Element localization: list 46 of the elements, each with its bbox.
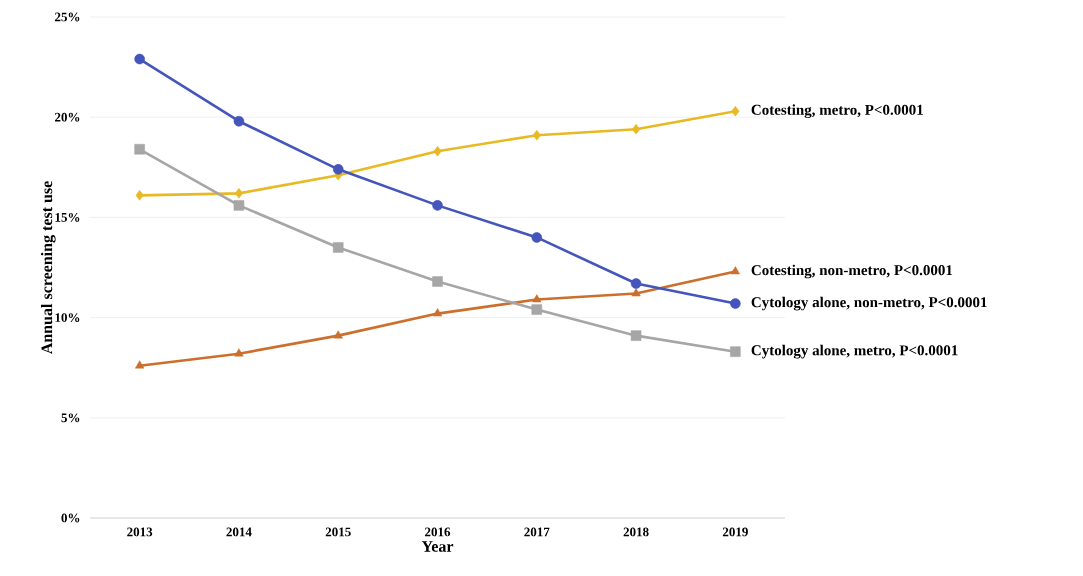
x-tick-label: 2018 bbox=[623, 527, 649, 537]
y-tick-label: 20% bbox=[55, 112, 80, 122]
y-tick-label: 10% bbox=[55, 313, 80, 323]
x-tick-label: 2015 bbox=[325, 527, 351, 537]
x-tick-label: 2019 bbox=[722, 527, 748, 537]
x-tick-label: 2013 bbox=[127, 527, 153, 537]
point bbox=[234, 188, 243, 199]
point bbox=[135, 360, 145, 369]
x-tick-label: 2014 bbox=[226, 527, 252, 537]
point bbox=[631, 288, 641, 297]
point bbox=[630, 278, 642, 289]
point bbox=[632, 123, 641, 135]
series-label: Cytology alone, non-metro, P<0.0001 bbox=[751, 296, 987, 311]
point bbox=[432, 276, 443, 287]
series-label: Cotesting, non-metro, P<0.0001 bbox=[751, 264, 953, 279]
point bbox=[630, 330, 642, 341]
point bbox=[730, 298, 741, 309]
y-tick-label: 25% bbox=[55, 12, 80, 22]
series-label: Cytology alone, metro, P<0.0001 bbox=[751, 344, 958, 359]
x-tick-label: 2016 bbox=[425, 527, 451, 537]
y-tick-label: 0% bbox=[61, 513, 80, 523]
point bbox=[432, 308, 443, 317]
point bbox=[135, 190, 144, 201]
point bbox=[432, 200, 443, 211]
y-tick-label: 5% bbox=[61, 413, 80, 423]
point bbox=[332, 242, 344, 253]
point bbox=[233, 200, 245, 211]
point bbox=[233, 115, 245, 127]
point bbox=[134, 53, 145, 65]
y-axis-title: Annual screening test use bbox=[40, 181, 56, 355]
series-label: Cotesting, metro, P<0.0001 bbox=[751, 104, 923, 119]
point bbox=[730, 266, 740, 275]
x-tick-label: 2017 bbox=[524, 527, 550, 537]
x-axis-title: Year bbox=[421, 541, 454, 552]
point bbox=[332, 164, 344, 175]
point bbox=[532, 129, 541, 141]
y-tick-label: 15% bbox=[55, 212, 80, 222]
point bbox=[433, 146, 442, 157]
point bbox=[531, 232, 543, 243]
point bbox=[333, 330, 343, 339]
point bbox=[730, 346, 741, 357]
point bbox=[234, 348, 244, 357]
point bbox=[134, 144, 145, 155]
point bbox=[531, 304, 543, 315]
point bbox=[532, 294, 542, 303]
point bbox=[731, 105, 740, 117]
